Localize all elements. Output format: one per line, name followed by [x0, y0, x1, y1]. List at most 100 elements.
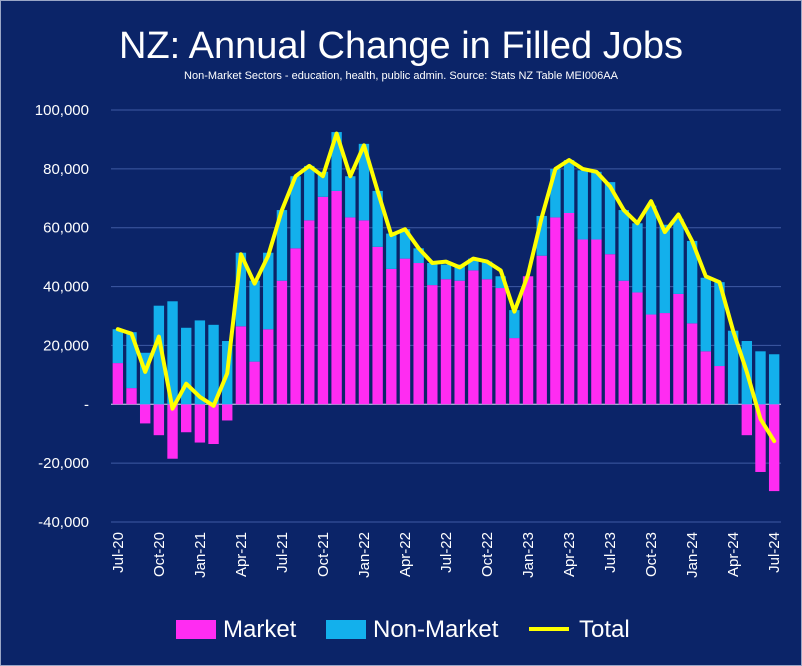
market-bar: [358, 220, 370, 405]
market-bar: [194, 404, 206, 443]
market-bar: [304, 220, 315, 405]
market-bar: [563, 213, 575, 405]
non-market-bar: [604, 182, 616, 255]
x-tick-label: Apr-21: [233, 532, 250, 577]
market-bar: [331, 190, 342, 405]
market-bar: [741, 404, 753, 436]
x-tick-label: Oct-20: [151, 532, 168, 577]
non-market-bar: [331, 132, 342, 191]
market-bar: [481, 279, 493, 405]
x-tick-label: Jan-23: [520, 532, 537, 578]
x-tick-label: Jan-24: [684, 532, 701, 578]
market-bar: [645, 314, 657, 405]
y-tick-label: 60,000: [43, 220, 89, 237]
non-market-bar: [194, 320, 206, 405]
y-axis-tick-labels: 100,000 80,000 60,000 40,000 20,000 - -20,000 -…: [35, 102, 89, 531]
non-market-bar: [372, 190, 383, 247]
x-tick-label: Apr-22: [397, 532, 414, 577]
market-bar: [139, 404, 151, 424]
market-bar: [153, 404, 165, 436]
non-market-bar: [440, 264, 452, 280]
x-tick-label: Apr-24: [725, 532, 742, 577]
market-bar: [290, 248, 301, 405]
non-market-bar: [563, 160, 575, 213]
y-tick-label: 20,000: [43, 337, 89, 354]
market-bar: [577, 239, 588, 405]
non-market-bar: [413, 248, 424, 264]
market-bar: [372, 246, 383, 405]
x-tick-label: Jul-20: [110, 532, 127, 573]
market-bar: [591, 239, 602, 405]
non-market-bar: [673, 218, 684, 294]
y-tick-label: 100,000: [35, 102, 89, 119]
market-bar: [427, 285, 438, 405]
non-market-bar: [181, 327, 192, 405]
non-market-bar: [345, 176, 356, 218]
market-bar: [454, 280, 465, 405]
market-bar: [126, 388, 137, 405]
non-market-bar: [290, 176, 301, 249]
non-market-bar: [153, 305, 165, 405]
market-bar: [386, 268, 397, 405]
x-tick-label: Jul-21: [274, 532, 291, 573]
legend: Market Non-Market Total: [176, 616, 630, 643]
non-market-bar: [468, 258, 479, 271]
non-market-bar: [509, 310, 520, 339]
legend-label-total: Total: [579, 616, 630, 643]
market-bar: [345, 217, 356, 405]
non-market-bar: [659, 224, 670, 314]
market-bar: [112, 363, 124, 405]
market-bar: [468, 270, 479, 405]
market-bar: [235, 326, 247, 405]
market-bar: [440, 279, 452, 405]
non-market-bar: [481, 261, 493, 280]
x-tick-label: Oct-23: [643, 532, 660, 577]
market-bar: [522, 276, 534, 405]
y-tick-label: 80,000: [43, 161, 89, 178]
market-bar: [399, 258, 411, 405]
x-tick-label: Oct-21: [315, 532, 332, 577]
x-tick-label: Apr-23: [561, 532, 578, 577]
line-series: [115, 131, 777, 444]
market-bar: [700, 351, 711, 405]
legend-label-non-market: Non-Market: [373, 616, 499, 643]
market-bar: [317, 196, 329, 405]
non-market-bar: [632, 223, 643, 293]
non-market-bar: [536, 215, 547, 256]
market-bar: [263, 329, 274, 405]
market-bar: [768, 404, 780, 492]
non-market-bar: [386, 233, 397, 269]
market-bar: [276, 280, 288, 405]
non-market-bar: [427, 263, 438, 286]
market-bar: [659, 313, 670, 405]
non-market-bar: [700, 277, 711, 352]
x-tick-label: Jan-22: [356, 532, 373, 578]
non-market-bar: [591, 171, 602, 240]
market-bar: [495, 288, 506, 405]
non-market-bar: [276, 210, 288, 281]
market-bar: [222, 404, 233, 421]
non-market-bar: [112, 329, 124, 364]
y-tick-label: -20,000: [38, 455, 89, 472]
non-market-bar: [317, 171, 329, 197]
non-market-bar: [755, 351, 766, 405]
bar-series: [112, 132, 780, 492]
market-bar: [686, 323, 698, 405]
x-tick-label: Oct-22: [479, 532, 496, 577]
non-market-bar: [249, 280, 260, 362]
market-bar: [509, 338, 520, 405]
non-market-bar: [304, 165, 315, 221]
x-tick-label: Jul-24: [766, 532, 783, 573]
market-bar: [618, 280, 629, 405]
non-market-bar: [618, 210, 629, 281]
market-bar: [714, 366, 725, 405]
non-market-bar: [399, 229, 411, 259]
non-market-bar: [126, 332, 137, 389]
x-tick-label: Jan-21: [192, 532, 209, 578]
non-market-bar: [454, 264, 465, 281]
market-bar: [208, 404, 219, 445]
total-line: [115, 131, 777, 444]
non-market-bar: [139, 352, 151, 405]
